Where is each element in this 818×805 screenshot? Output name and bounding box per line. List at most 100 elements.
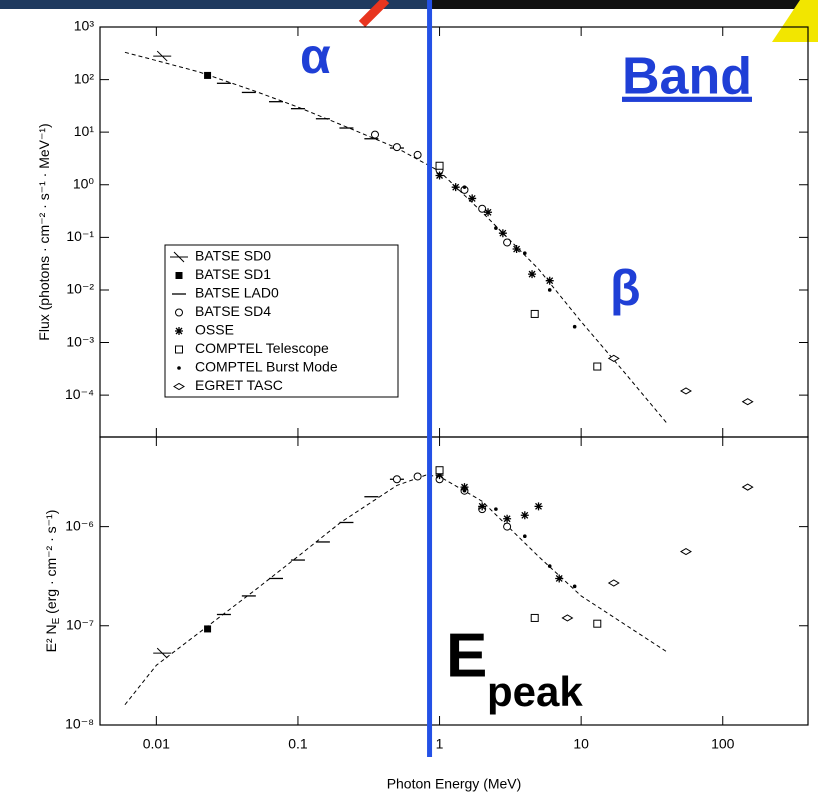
legend-label: EGRET TASC (195, 377, 283, 393)
data-point (413, 472, 422, 481)
data-point (478, 204, 487, 213)
x-tick-label: 10 (573, 736, 589, 752)
x-axis-label: Photon Energy (MeV) (387, 776, 522, 792)
y-tick-label: 10⁻⁴ (65, 386, 94, 402)
y-tick-label: 10¹ (74, 123, 95, 139)
y-tick-label: 10⁻⁸ (65, 716, 94, 732)
y-axis-label-subscript: E (51, 617, 62, 624)
epeak-label: E (446, 621, 487, 690)
x-tick-label: 0.1 (288, 736, 308, 752)
y-axis-label-units: (erg · cm⁻² · s⁻¹) (43, 510, 59, 618)
data-point (530, 309, 539, 318)
data-point (572, 584, 577, 589)
legend-label: COMPTEL Burst Mode (195, 359, 338, 375)
legend-marker (173, 382, 185, 391)
data-point (593, 362, 602, 371)
alpha-label: α (300, 28, 331, 84)
data-point (572, 324, 577, 329)
data-point (460, 483, 469, 492)
data-point (523, 251, 527, 255)
data-point (451, 183, 460, 192)
legend-label: BATSE LAD0 (195, 285, 279, 301)
y-tick-label: 10⁰ (73, 175, 95, 191)
data-point (607, 579, 620, 587)
data-point (741, 398, 754, 406)
legend-marker (170, 251, 188, 263)
y-tick-label: 10⁻⁷ (66, 616, 94, 632)
data-point (545, 276, 554, 285)
data-point (370, 130, 379, 139)
legend-box (164, 244, 399, 398)
legend-label: COMPTEL Telescope (195, 340, 329, 356)
x-tick-label: 1 (436, 736, 444, 752)
data-point (484, 208, 493, 217)
x-tick-label: 100 (711, 736, 735, 752)
data-point (530, 613, 539, 622)
data-point (413, 150, 422, 159)
y-tick-label: 10⁻³ (66, 333, 94, 349)
y-tick-label: 10⁻¹ (66, 228, 94, 244)
data-point (204, 71, 212, 79)
data-point (523, 534, 527, 539)
y-tick-label: 10⁻² (66, 281, 94, 297)
data-point (392, 143, 401, 152)
header-image (430, 0, 818, 9)
data-point (498, 229, 507, 238)
beta-label: β (610, 260, 641, 316)
x-tick-label: 0.01 (143, 736, 170, 752)
y-axis-label-main: E² N (43, 624, 59, 652)
data-point (435, 466, 444, 475)
data-point (478, 502, 487, 511)
data-point (462, 488, 467, 493)
data-point (528, 270, 537, 279)
legend-marker (175, 345, 183, 354)
data-point (547, 564, 552, 568)
data-point (680, 547, 692, 556)
model-line (124, 474, 667, 706)
legend-label: OSSE (195, 322, 234, 338)
y-axis-label: Flux (photons · cm⁻² · s⁻¹ · MeV⁻¹) (36, 123, 52, 340)
data-point (680, 387, 692, 395)
data-point (462, 185, 467, 189)
data-point (503, 514, 512, 523)
data-point (392, 475, 401, 484)
legend-label: BATSE SD1 (195, 266, 271, 282)
data-point (555, 574, 564, 583)
data-point (607, 354, 620, 362)
data-point (561, 614, 574, 622)
legend-label: BATSE SD0 (195, 248, 271, 264)
legend-marker (175, 327, 183, 335)
data-point (741, 483, 754, 491)
legend-marker (177, 366, 181, 370)
band-label: Band (622, 48, 752, 106)
legend-marker (175, 272, 183, 279)
data-point (435, 471, 444, 480)
y-tick-label: 10³ (74, 18, 95, 34)
legend-marker (175, 308, 183, 317)
data-point (435, 171, 444, 180)
plot-frame (99, 436, 809, 726)
data-point (547, 288, 552, 292)
data-point (494, 507, 498, 511)
header-strip (0, 0, 430, 9)
data-point (153, 50, 172, 62)
data-point (435, 161, 444, 170)
data-point (468, 194, 477, 203)
data-point (494, 226, 498, 230)
epeak-subscript: peak (487, 668, 583, 715)
red-arrow (358, 0, 390, 28)
y-axis-label-main: Flux (photons · cm⁻² · s⁻¹ · MeV⁻¹) (36, 123, 52, 340)
yellow-arrow (772, 0, 818, 42)
data-point (204, 625, 212, 633)
y-tick-label: 10⁻⁶ (65, 517, 94, 533)
data-point (534, 502, 543, 511)
data-point (520, 511, 529, 520)
data-point (593, 619, 602, 628)
data-point (512, 245, 521, 254)
data-point (503, 238, 512, 247)
legend-label: BATSE SD4 (195, 303, 271, 319)
data-point (503, 522, 512, 531)
y-tick-label: 10² (74, 70, 95, 86)
y-axis-label: E² NE (erg · cm⁻² · s⁻¹) (43, 510, 62, 653)
